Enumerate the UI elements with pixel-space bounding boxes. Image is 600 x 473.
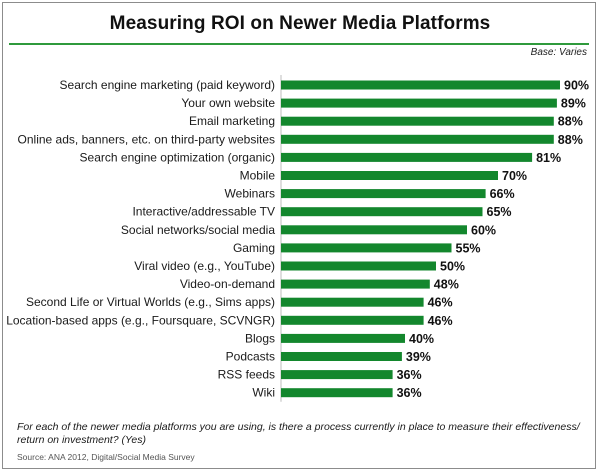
bar-chart: Search engine marketing (paid keyword) 90… [6,74,589,402]
category-label: Video-on-demand [180,277,275,291]
value-label: 60% [471,223,496,237]
category-label: Search engine marketing (paid keyword) [60,78,275,92]
bar [281,225,467,235]
base-note: Base: Varies [530,47,587,58]
category-label: Wiki [252,386,275,400]
value-label: 36% [397,368,422,382]
value-label: 55% [456,241,481,255]
bar [281,207,483,217]
source-note: Source: ANA 2012, Digital/Social Media S… [17,452,195,462]
bar [281,333,405,343]
category-label: Second Life or Virtual Worlds (e.g., Sim… [26,295,275,309]
bar [281,279,430,289]
bar [281,261,436,271]
survey-question-footnote: For each of the newer media platforms yo… [17,421,580,446]
bar [281,315,424,325]
category-label: Mobile [240,169,276,183]
value-label: 89% [561,97,586,111]
value-label: 88% [558,133,583,147]
bar [281,116,554,126]
value-label: 90% [564,79,589,93]
chart-frame: Measuring ROI on Newer Media Platforms B… [2,2,596,469]
value-label: 36% [397,386,422,400]
category-label: Blogs [245,331,275,345]
value-label: 39% [406,350,431,364]
bar [281,134,554,144]
category-label: Your own website [181,96,275,110]
chart-title: Measuring ROI on Newer Media Platforms [109,13,491,34]
value-label: 46% [428,296,453,310]
bar [281,152,533,162]
bar [281,370,393,380]
category-label: RSS feeds [218,368,275,382]
category-label: Search engine optimization (organic) [80,150,275,164]
category-label: Location-based apps (e.g., Foursquare, S… [6,313,275,327]
value-label: 50% [440,260,465,274]
category-label: Online ads, banners, etc. on third-party… [18,132,275,146]
category-label: Gaming [233,241,275,255]
category-label: Email marketing [189,114,275,128]
value-label: 81% [536,151,561,165]
category-label: Webinars [225,187,275,201]
value-label: 70% [502,169,527,183]
value-label: 46% [428,314,453,328]
bar [281,171,498,180]
title-divider [9,43,589,45]
bar [281,352,402,361]
category-label: Viral video (e.g., YouTube) [134,259,275,273]
category-label: Social networks/social media [121,223,275,237]
value-label: 65% [487,205,512,219]
value-label: 88% [558,115,583,129]
category-label: Podcasts [226,350,275,364]
value-label: 66% [490,187,515,201]
value-label: 48% [434,278,459,292]
bar [281,189,486,199]
category-label: Interactive/addressable TV [132,205,275,219]
value-label: 40% [409,332,434,346]
bar [281,98,557,108]
bar [281,243,452,253]
bar [281,388,393,398]
bar [281,80,560,90]
bar [281,297,424,307]
